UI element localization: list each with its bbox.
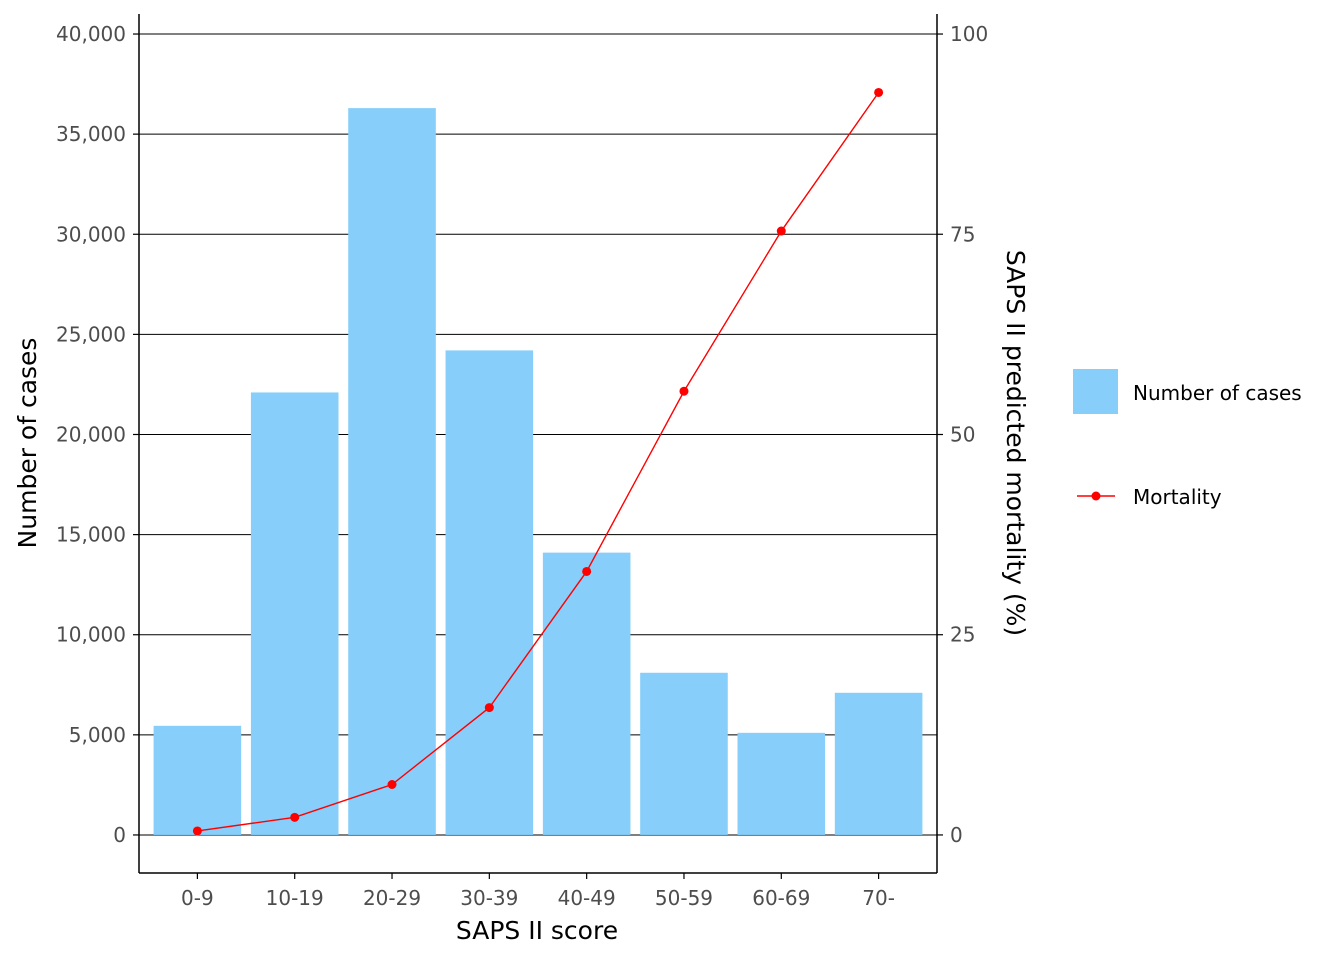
- y2-tick-label-0: 0: [950, 823, 963, 847]
- x-tick-label-70-: 70-: [862, 886, 895, 910]
- y-tick-label-35000: 35,000: [56, 122, 126, 146]
- legend-key-number-of-cases: [1073, 369, 1118, 414]
- legend: Number of cases Mortality: [1073, 369, 1302, 509]
- x-tick-label-40-49: 40-49: [558, 886, 616, 910]
- x-axis-title: SAPS II score: [456, 916, 618, 945]
- x-tick-label-0-9: 0-9: [181, 886, 214, 910]
- mortality-point-50-59: [679, 386, 689, 396]
- y-tick-label-25000: 25,000: [56, 322, 126, 346]
- x-tick-label-10-19: 10-19: [266, 886, 324, 910]
- x-tick-label-60-69: 60-69: [752, 886, 810, 910]
- mortality-point-60-69: [776, 226, 786, 236]
- x-tick-label-20-29: 20-29: [363, 886, 421, 910]
- bars: [153, 108, 923, 835]
- y-tick-label-5000: 5,000: [69, 723, 126, 747]
- y-tick-label-30000: 30,000: [56, 222, 126, 246]
- bar-10-19: [250, 392, 339, 835]
- mortality-line-group: [192, 87, 884, 836]
- y-tick-label-0: 0: [113, 823, 126, 847]
- y-tick-label-20000: 20,000: [56, 422, 126, 446]
- y2-tick-label-100: 100: [950, 22, 988, 46]
- y-tick-label-15000: 15,000: [56, 523, 126, 547]
- mortality-line: [197, 92, 880, 832]
- y-tick-label-10000: 10,000: [56, 623, 126, 647]
- bar-30-39: [445, 350, 534, 835]
- y2-tick-label-75: 75: [950, 222, 975, 246]
- axes: [138, 14, 938, 874]
- bar-0-9: [153, 725, 242, 835]
- x-axis-ticks: 0-9 10-19 20-29 30-39 40-49 50-59 60-69 70-: [181, 873, 895, 910]
- legend-label-mortality: Mortality: [1133, 485, 1222, 509]
- bar-50-59: [640, 672, 728, 835]
- y2-tick-label-25: 25: [950, 623, 975, 647]
- legend-label-number-of-cases: Number of cases: [1133, 381, 1302, 405]
- mortality-point-40-49: [582, 566, 592, 576]
- mortality-point-0-9: [192, 826, 202, 836]
- bar-40-49: [542, 552, 631, 835]
- bar-60-69: [737, 732, 826, 835]
- mortality-point-70-: [874, 87, 884, 97]
- mortality-point-30-39: [484, 703, 494, 713]
- bar-20-29: [348, 108, 436, 835]
- y2-tick-label-50: 50: [950, 422, 975, 446]
- left-axis-ticks: 0 5,000 10,000 15,000 20,000 25,000 30,000 35,0…: [56, 22, 139, 847]
- y-axis-title: Number of cases: [13, 338, 42, 549]
- x-tick-label-50-59: 50-59: [655, 886, 713, 910]
- legend-key-mortality-point: [1091, 491, 1101, 501]
- mortality-point-10-19: [290, 812, 300, 822]
- mortality-point-20-29: [387, 779, 397, 789]
- right-axis-ticks: 0 25 50 75 100: [937, 22, 988, 847]
- y2-axis-title: SAPS II predicted mortality (%): [1001, 250, 1030, 636]
- x-tick-label-30-39: 30-39: [460, 886, 518, 910]
- bar-70-: [834, 692, 923, 835]
- y-tick-label-40000: 40,000: [56, 22, 126, 46]
